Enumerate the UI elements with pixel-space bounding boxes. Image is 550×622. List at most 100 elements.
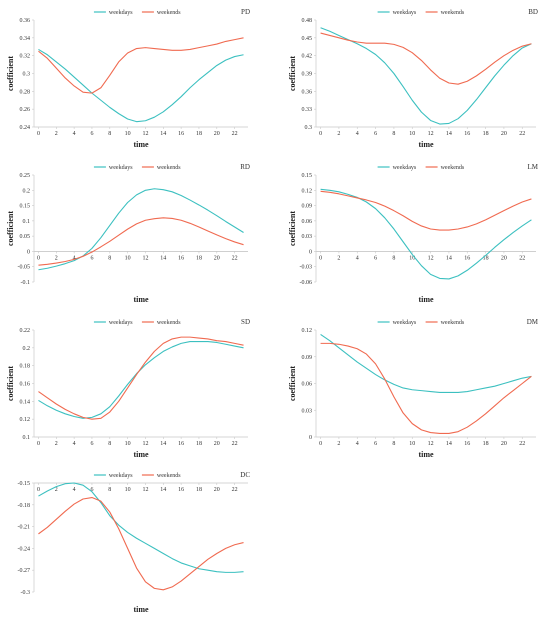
y-axis-label: coefficient <box>6 56 15 91</box>
y-tick-label: 0.33 <box>302 107 313 113</box>
y-tick-label: -0.03 <box>300 265 313 271</box>
y-axis-label: coefficient <box>6 366 15 401</box>
y-tick-label: -0.1 <box>21 280 31 286</box>
y-axis-label: coefficient <box>288 56 297 91</box>
y-tick-label: -0.27 <box>18 568 31 574</box>
x-tick-label: 2 <box>55 441 58 447</box>
chart-svg: -0.06 -0.03 0 0.03 0.06 0.09 0.12 0.15 0 2 4 6 8 10 12… <box>288 163 539 304</box>
chart-panel-sd: 0.1 0.12 0.14 0.16 0.18 0.2 0.22 0 2 4 6 8 10 12 14 16 1… <box>4 310 258 462</box>
chart-code-label: RD <box>240 163 250 171</box>
x-tick-label: 14 <box>160 441 166 447</box>
series-line-weekends <box>38 336 244 420</box>
chart-code-label: LM <box>528 163 539 171</box>
y-tick-label: 0.1 <box>23 219 31 225</box>
x-tick-label: 20 <box>214 131 220 137</box>
x-tick-label: 6 <box>90 131 93 137</box>
legend-label-weekdays: weekdays <box>393 320 417 326</box>
chart-code-label: SD <box>241 318 250 326</box>
x-tick-label: 16 <box>178 131 184 137</box>
x-tick-label: 8 <box>392 131 395 137</box>
series-line-weekdays <box>320 188 532 280</box>
legend-label-weekends: weekends <box>157 10 181 16</box>
y-tick-label: 0.18 <box>20 364 31 370</box>
x-tick-label: 14 <box>160 255 166 261</box>
chart-svg: 0.3 0.33 0.36 0.39 0.42 0.45 0.48 0 2 4 6 8 10 12 14 16… <box>288 8 538 149</box>
chart-svg: -0.1 -0.05 0 0.05 0.1 0.15 0.2 0.25 0 2 4 6 8 10 12 14 1… <box>6 163 250 304</box>
legend-label-weekdays: weekdays <box>109 320 133 326</box>
x-tick-label: 12 <box>428 255 434 261</box>
x-tick-label: 14 <box>160 487 166 493</box>
x-tick-label: 18 <box>196 441 202 447</box>
y-tick-label: 0.3 <box>23 72 31 78</box>
x-tick-label: 22 <box>232 131 238 137</box>
x-tick-label: 14 <box>160 131 166 137</box>
x-tick-label: 20 <box>501 131 507 137</box>
series-line-weekends <box>320 342 532 434</box>
x-tick-label: 6 <box>90 487 93 493</box>
x-tick-label: 12 <box>142 441 148 447</box>
x-tick-label: 12 <box>428 441 434 447</box>
legend-label-weekdays: weekdays <box>393 165 417 171</box>
x-axis-label: time <box>133 605 149 614</box>
x-tick-label: 22 <box>519 255 525 261</box>
x-tick-label: 12 <box>428 131 434 137</box>
x-axis-label: time <box>418 450 434 459</box>
x-tick-label: 0 <box>37 441 40 447</box>
chart-panel-lm: -0.06 -0.03 0 0.03 0.06 0.09 0.12 0.15 0 2 4 6 8 10 12… <box>286 155 546 307</box>
chart-code-label: BD <box>528 8 538 16</box>
y-tick-label: 0.42 <box>302 54 313 60</box>
series-line-weekdays <box>38 48 244 123</box>
x-tick-label: 16 <box>178 255 184 261</box>
x-tick-label: 10 <box>409 441 415 447</box>
y-axis-label: coefficient <box>288 366 297 401</box>
x-tick-label: 12 <box>142 487 148 493</box>
x-axis-label: time <box>418 140 434 149</box>
series-line-weekends <box>38 217 244 266</box>
legend-label-weekdays: weekdays <box>393 10 417 16</box>
x-tick-label: 8 <box>108 255 111 261</box>
chart-panel-dc: -0.3 -0.27 -0.24 -0.21 -0.18 -0.15 0 2 4 6 8 10 12 14… <box>4 463 258 617</box>
y-tick-label: 0 <box>27 249 30 255</box>
x-tick-label: 16 <box>464 255 470 261</box>
x-tick-label: 14 <box>446 441 452 447</box>
y-tick-label: 0.34 <box>20 36 31 42</box>
x-tick-label: 16 <box>464 441 470 447</box>
x-tick-label: 18 <box>483 441 489 447</box>
y-tick-label: 0.3 <box>305 125 313 131</box>
y-tick-label: 0.2 <box>23 188 31 194</box>
y-tick-label: 0.09 <box>302 204 313 210</box>
y-tick-label: 0.1 <box>23 435 31 441</box>
chart-svg: -0.3 -0.27 -0.24 -0.21 -0.18 -0.15 0 2 4 6 8 10 12 14… <box>18 471 251 614</box>
y-axis-label: coefficient <box>288 211 297 246</box>
x-tick-label: 18 <box>483 131 489 137</box>
x-tick-label: 16 <box>464 131 470 137</box>
series-line-weekdays <box>38 482 244 573</box>
legend-label-weekends: weekends <box>441 165 465 171</box>
x-tick-label: 6 <box>90 441 93 447</box>
legend-label-weekdays: weekdays <box>109 473 133 479</box>
legend-label-weekends: weekends <box>157 320 181 326</box>
x-tick-label: 10 <box>409 255 415 261</box>
x-tick-label: 8 <box>392 255 395 261</box>
x-axis-label: time <box>133 140 149 149</box>
y-tick-label: 0.09 <box>302 355 313 361</box>
x-tick-label: 20 <box>214 441 220 447</box>
legend-label-weekdays: weekdays <box>109 165 133 171</box>
x-tick-label: 6 <box>90 255 93 261</box>
y-tick-label: 0.12 <box>20 417 31 423</box>
legend-label-weekends: weekends <box>441 320 465 326</box>
chart-panel-dm: 0 0.03 0.06 0.09 0.12 0 2 4 6 8 10 12 14 16 18 20 22 week… <box>286 310 546 462</box>
series-line-weekdays <box>38 341 244 419</box>
x-tick-label: 4 <box>73 487 76 493</box>
series-line-weekends <box>38 37 244 94</box>
y-tick-label: 0.2 <box>23 346 31 352</box>
y-axis-label: coefficient <box>6 211 15 246</box>
x-tick-label: 2 <box>337 441 340 447</box>
chart-panel-bd: 0.3 0.33 0.36 0.39 0.42 0.45 0.48 0 2 4 6 8 10 12 14 16… <box>286 0 546 152</box>
y-tick-label: -0.15 <box>18 481 31 487</box>
x-tick-label: 0 <box>319 131 322 137</box>
y-tick-label: -0.18 <box>18 503 31 509</box>
x-tick-label: 2 <box>55 131 58 137</box>
x-tick-label: 20 <box>501 255 507 261</box>
y-tick-label: 0.14 <box>20 399 31 405</box>
